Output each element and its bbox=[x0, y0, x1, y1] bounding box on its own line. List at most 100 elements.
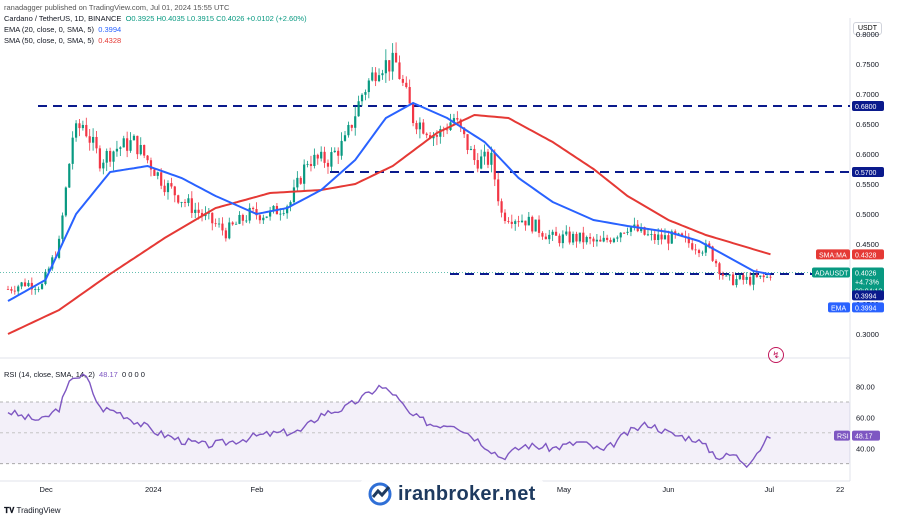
sma-legend-value: 0.4328 bbox=[98, 36, 122, 45]
rsi-chip-box bbox=[834, 430, 850, 441]
candle-down bbox=[221, 223, 224, 231]
candle-down bbox=[762, 275, 765, 278]
sma-legend: SMA (50, close, 0, SMA, 5) 0.4328 bbox=[4, 36, 121, 45]
candle-up bbox=[194, 209, 197, 213]
candle-up bbox=[333, 150, 336, 153]
candle-down bbox=[95, 136, 98, 149]
candle-up bbox=[166, 183, 170, 193]
candle-up bbox=[377, 75, 381, 82]
candle-up bbox=[129, 140, 132, 151]
candle-down bbox=[623, 232, 626, 234]
candle-up bbox=[282, 213, 285, 215]
candle-up bbox=[367, 80, 370, 93]
candle-down bbox=[486, 151, 490, 165]
time-tick-label: Jul bbox=[765, 485, 775, 494]
rsi-tag-value: 48.17 bbox=[855, 434, 873, 441]
candle-up bbox=[238, 214, 241, 224]
candle-up bbox=[561, 234, 564, 244]
candle-up bbox=[381, 73, 384, 76]
candle-up bbox=[286, 206, 289, 214]
time-tick-label: Feb bbox=[250, 485, 263, 494]
candle-up bbox=[480, 156, 483, 169]
candle-down bbox=[255, 209, 258, 216]
candle-up bbox=[490, 152, 493, 165]
candle-up bbox=[360, 94, 364, 102]
candle-up bbox=[269, 210, 272, 217]
candle-down bbox=[742, 275, 745, 280]
candle-up bbox=[626, 231, 629, 233]
candle-down bbox=[731, 274, 735, 286]
candle-up bbox=[469, 148, 473, 150]
candle-down bbox=[388, 60, 391, 72]
candle-up bbox=[663, 235, 667, 240]
candle-up bbox=[27, 282, 30, 287]
candle-down bbox=[609, 239, 612, 243]
candle-up bbox=[279, 213, 282, 215]
candle-down bbox=[309, 163, 313, 167]
candle-up bbox=[670, 231, 673, 244]
candle-up bbox=[248, 207, 251, 221]
candle-down bbox=[170, 183, 173, 187]
candle-up bbox=[371, 72, 374, 81]
candle-up bbox=[313, 154, 316, 167]
candle-up bbox=[646, 234, 650, 236]
candle-up bbox=[180, 202, 183, 203]
candle-down bbox=[224, 230, 227, 239]
candle-down bbox=[466, 134, 469, 150]
candle-down bbox=[405, 82, 408, 88]
candle-down bbox=[149, 160, 153, 170]
candle-down bbox=[473, 148, 476, 161]
ohlc-values: O0.3925 H0.4035 L0.3915 C0.4026 +0.0102 … bbox=[125, 14, 307, 23]
watermark-text: iranbroker.net bbox=[398, 482, 536, 505]
candle-down bbox=[146, 155, 149, 161]
ema-chip: EMA bbox=[831, 305, 847, 312]
rsi-chip: RSI bbox=[837, 434, 849, 441]
candle-down bbox=[653, 234, 656, 241]
watermark: iranbroker.net bbox=[360, 480, 544, 508]
candle-down bbox=[755, 274, 758, 277]
ema-legend: EMA (20, close, 0, SMA, 5) 0.3994 bbox=[4, 25, 121, 34]
candle-up bbox=[272, 205, 275, 211]
price-tick-label: 0.6000 bbox=[856, 150, 879, 159]
sma-chip-box bbox=[816, 249, 850, 260]
ema-legend-value: 0.3994 bbox=[98, 25, 122, 34]
price-tick-label: 0.4500 bbox=[856, 240, 879, 249]
candle-down bbox=[544, 236, 547, 240]
candle-up bbox=[551, 231, 554, 235]
candle-down bbox=[98, 148, 102, 169]
candle-down bbox=[398, 62, 401, 79]
candle-up bbox=[20, 282, 23, 287]
candle-up bbox=[207, 212, 210, 214]
candle-up bbox=[68, 163, 71, 188]
candle-down bbox=[718, 263, 721, 275]
candle-down bbox=[497, 179, 500, 202]
symbol-line: Cardano / TetherUS, 1D, BINANCE O0.3925 … bbox=[4, 14, 307, 23]
candle-down bbox=[160, 172, 163, 186]
lightning-icon[interactable]: ↯ bbox=[768, 347, 784, 363]
candle-up bbox=[657, 234, 660, 241]
candle-down bbox=[510, 221, 513, 224]
candle-up bbox=[61, 215, 64, 239]
candle-down bbox=[251, 207, 255, 210]
candle-up bbox=[115, 148, 119, 152]
candle-up bbox=[364, 92, 367, 95]
candle-up bbox=[735, 279, 738, 286]
candle-down bbox=[30, 282, 33, 290]
candle-up bbox=[81, 124, 84, 129]
candle-down bbox=[374, 72, 377, 82]
price-tag-change: +4.73% bbox=[855, 279, 879, 286]
candle-down bbox=[524, 220, 527, 226]
candle-up bbox=[34, 289, 37, 290]
rsi-tick-label: 60.00 bbox=[856, 413, 875, 422]
candle-down bbox=[435, 135, 439, 137]
currency-selector[interactable]: USDT bbox=[852, 22, 882, 35]
time-tick-label: Jun bbox=[662, 485, 674, 494]
candle-up bbox=[725, 275, 728, 277]
candle-down bbox=[680, 233, 684, 237]
candle-down bbox=[517, 221, 520, 223]
candle-up bbox=[303, 164, 306, 184]
candle-down bbox=[503, 212, 507, 221]
candle-down bbox=[667, 235, 670, 244]
candle-up bbox=[92, 136, 95, 143]
